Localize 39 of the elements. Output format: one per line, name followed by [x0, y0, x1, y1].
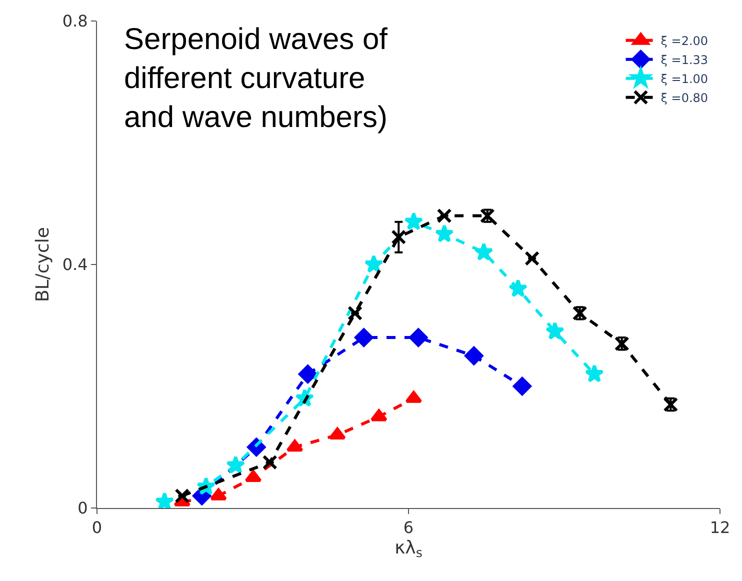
point	[354, 328, 374, 347]
x-tick-label: 12	[710, 518, 730, 538]
point	[328, 427, 346, 440]
point	[464, 346, 484, 366]
point	[545, 322, 564, 340]
point	[226, 455, 246, 474]
point	[405, 390, 422, 403]
point	[244, 470, 262, 482]
x-tick-label: 6	[403, 518, 414, 538]
point	[286, 440, 304, 452]
point	[155, 492, 174, 508]
x-tick-label: 0	[92, 518, 102, 538]
point	[404, 212, 424, 230]
point	[298, 364, 318, 384]
point	[391, 230, 406, 245]
point	[262, 454, 278, 470]
point	[348, 306, 363, 321]
text: Serpenoid waves of different curvature and wave numbers)	[124, 23, 388, 134]
point	[474, 242, 494, 261]
legend-label: ξ =0.80	[660, 91, 708, 106]
point	[210, 488, 227, 500]
point	[364, 254, 384, 273]
legend-label: ξ =2.00	[660, 34, 708, 48]
y-tick-label: 0.4	[62, 255, 88, 274]
y-tick-label: 0.8	[62, 12, 88, 31]
y-tick-label: 0	[78, 498, 88, 518]
point	[524, 250, 540, 266]
x-axis-title: κλ$_{s}$	[394, 537, 422, 560]
point	[174, 488, 190, 504]
point	[409, 328, 428, 347]
point	[512, 376, 532, 396]
legend-label: ξ =1.00	[660, 72, 708, 86]
legend-label: ξ =1.33	[660, 53, 708, 68]
point	[434, 224, 454, 242]
point	[508, 278, 528, 298]
y-axis-title: BL/cycle	[32, 227, 54, 302]
point	[436, 208, 452, 224]
point	[584, 364, 604, 382]
point	[370, 409, 388, 422]
